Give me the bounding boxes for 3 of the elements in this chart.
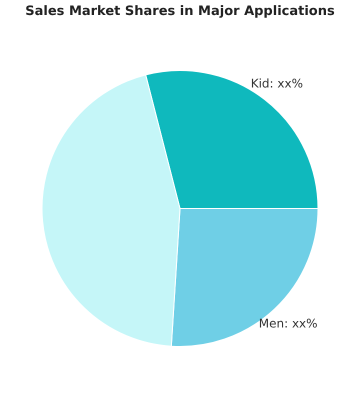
chart-title: Sales Market Shares in Major Applications <box>25 4 335 19</box>
slice-label: Men: xx% <box>258 316 318 331</box>
slice-label: Kid: xx% <box>250 76 303 91</box>
